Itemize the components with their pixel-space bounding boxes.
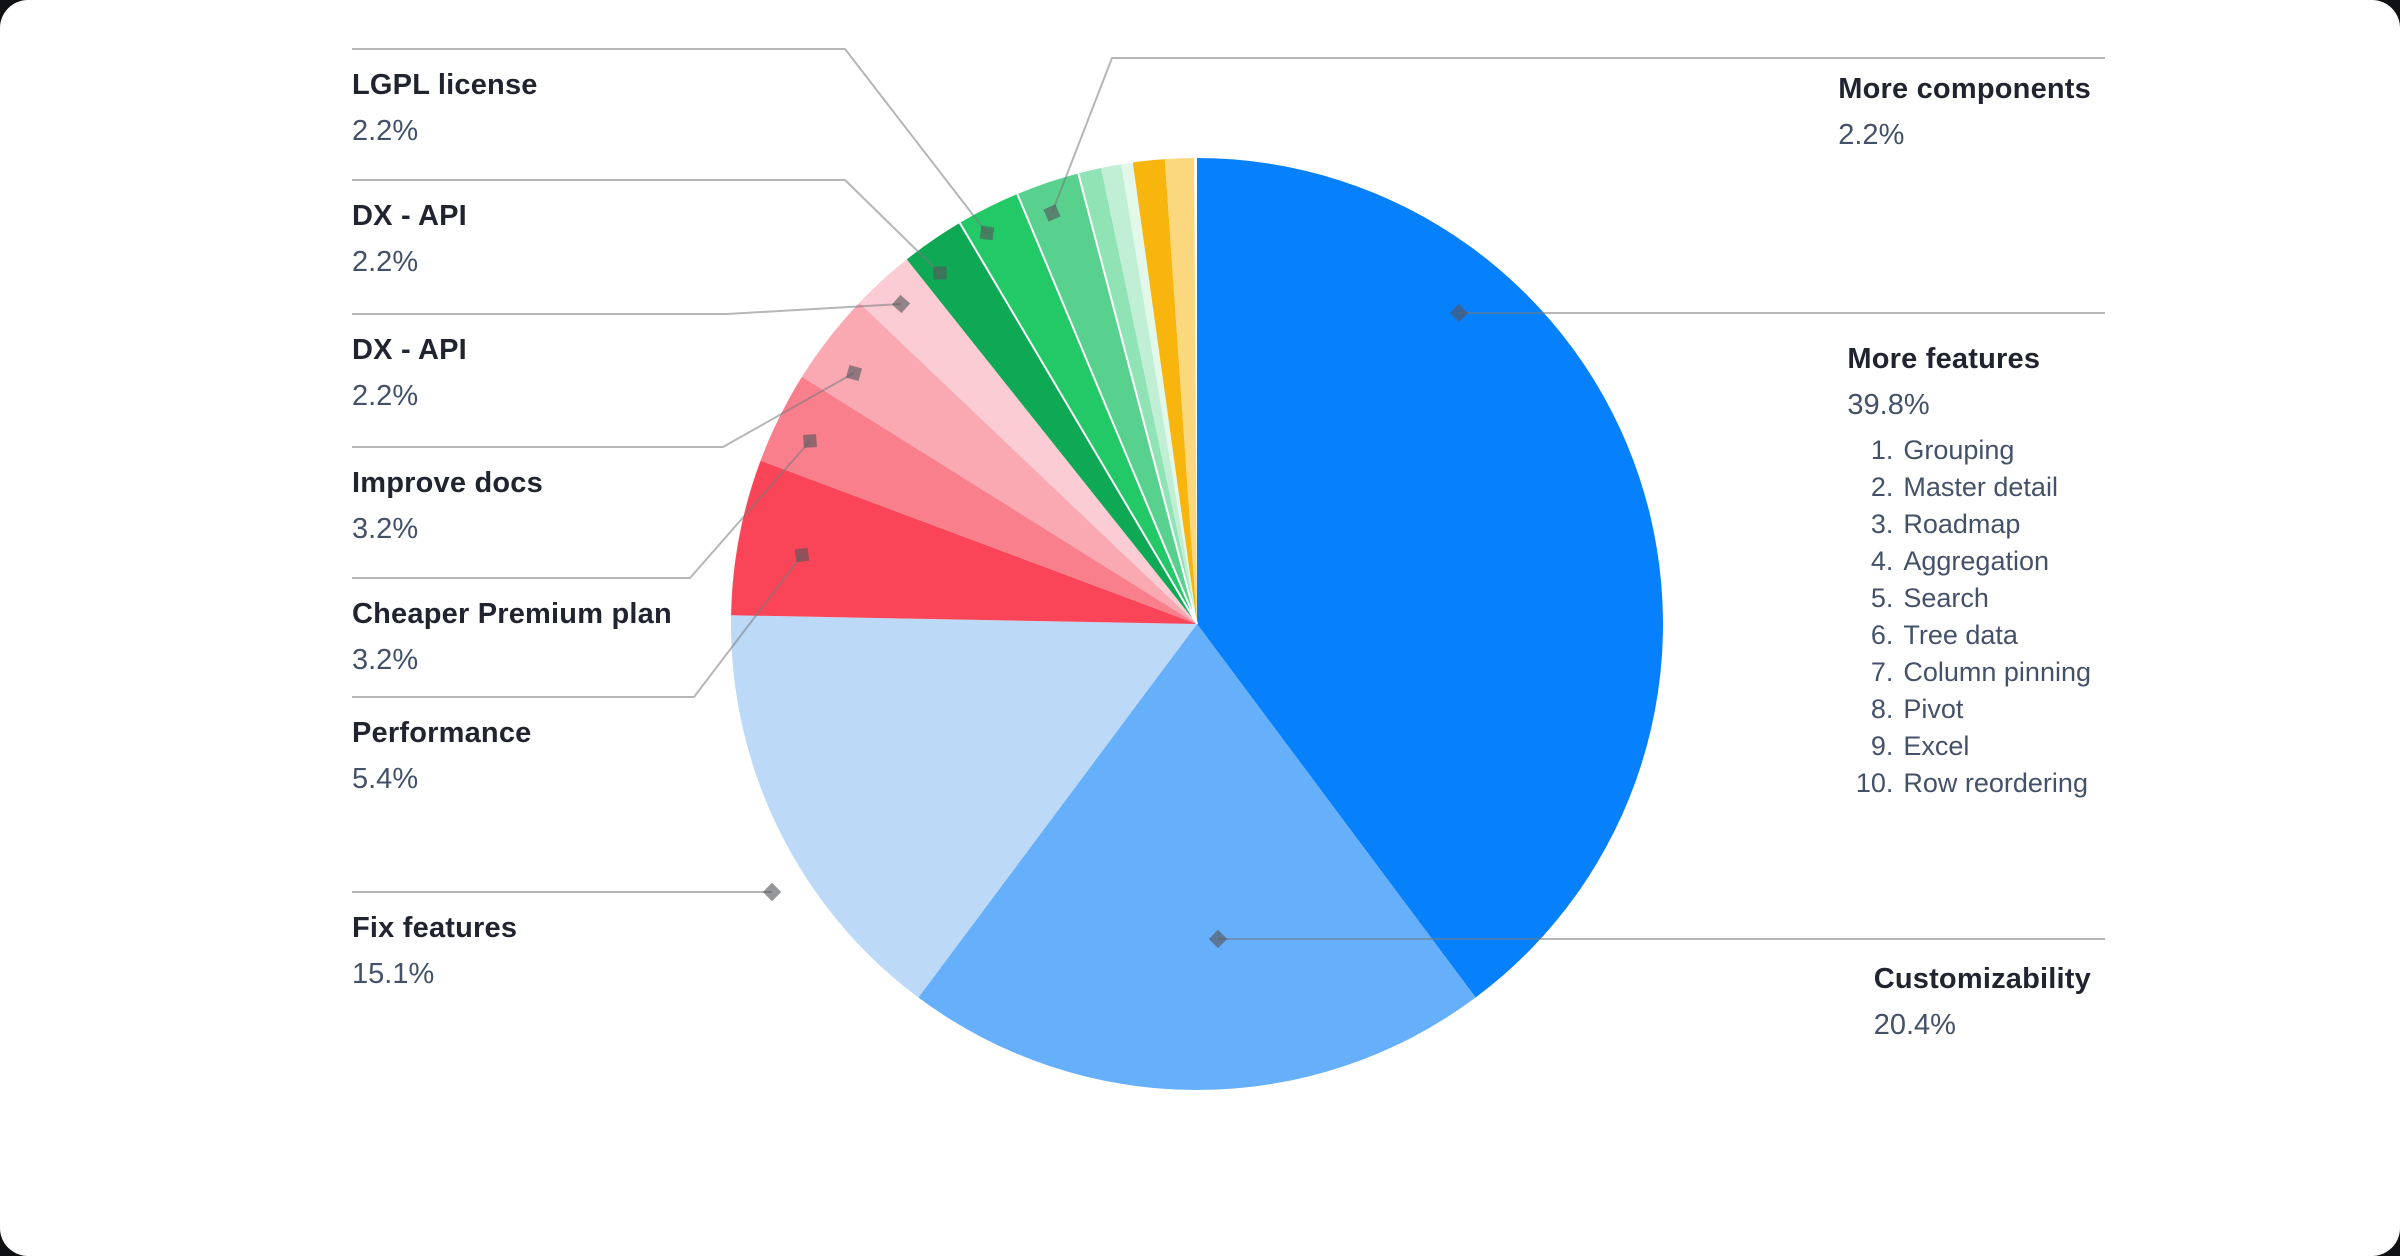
feature-list-label: Search [1903, 583, 1989, 613]
slice-label-more-components-7: More components 2.2% [1838, 72, 2091, 152]
leader-line-dx-api-2 [352, 303, 902, 315]
pie-slice-dx-api-7[interactable] [906, 222, 1197, 624]
pie-slice-unlabeled-13[interactable] [1132, 159, 1197, 625]
feature-list-item: 8. Pivot [1847, 691, 2091, 728]
slice-label-pct: 2.2% [1838, 119, 1905, 151]
pie-slice-more-features-0[interactable] [1197, 158, 1663, 998]
pie-slice-fix-features-2[interactable] [730, 615, 1197, 998]
feature-list-label: Roadmap [1903, 509, 2021, 539]
feature-list-label: Tree data [1903, 620, 2018, 650]
pie-slice-performance-3[interactable] [731, 460, 1197, 624]
slice-label-pct: 15.1% [352, 958, 435, 990]
slice-label-pct: 2.2% [352, 246, 419, 278]
slice-gap-line [958, 222, 1198, 625]
pie-slice-cheaper-premium-plan-4[interactable] [760, 376, 1197, 624]
leader-dot-more-components-7 [1043, 204, 1061, 222]
pie-slice-unlabeled-12[interactable] [1121, 162, 1197, 624]
slice-label-more-features-8: More features 39.8% 1. Grouping 2. Master det… [1847, 342, 2091, 802]
feature-list-item: 4. Aggregation [1847, 543, 2091, 580]
pie-slice-more-components-9[interactable] [1017, 173, 1197, 624]
slice-label-cheaper-premium-plan-4: Cheaper Premium plan 3.2% [352, 597, 672, 677]
leader-line-performance-5 [352, 554, 803, 698]
slice-label-title: Customizability [1873, 963, 2091, 995]
leader-dot-fix-features-6 [762, 882, 782, 902]
leader-line-more-components-7 [1051, 57, 2105, 214]
feature-list-item: 9. Excel [1847, 728, 2091, 765]
slice-label-title: DX - API [352, 334, 467, 366]
feature-list-label: Column pinning [1903, 657, 2091, 687]
feature-list-number: 5. [1870, 583, 1894, 613]
pie-slice-lgpl-license-8[interactable] [959, 194, 1197, 624]
feature-list-number: 6. [1870, 620, 1894, 650]
feature-list-item: 6. Tree data [1847, 617, 2091, 654]
slice-label-title: DX - API [352, 200, 467, 232]
feature-list-item: 1. Grouping [1847, 432, 2091, 469]
slice-label-pct: 2.2% [352, 115, 419, 147]
feature-list-number: 9. [1870, 731, 1894, 761]
feature-list-number: 2. [1870, 472, 1894, 502]
slice-label-title: More features [1847, 343, 2041, 375]
leader-line-cheaper-premium-plan-4 [352, 440, 811, 579]
slice-label-title: Cheaper Premium plan [352, 598, 672, 630]
leader-dot-cheaper-premium-plan-4 [803, 434, 817, 448]
feature-list-item: 10. Row reordering [1847, 765, 2091, 802]
slice-label-lgpl-license-0: LGPL license 2.2% [352, 68, 538, 148]
leader-dot-dx-api-2 [891, 294, 911, 314]
feature-list-label: Aggregation [1903, 546, 2049, 576]
pie-slice-improve-docs-5[interactable] [801, 302, 1197, 624]
slice-label-pct: 3.2% [352, 644, 419, 676]
slice-label-title: More components [1838, 73, 2091, 105]
slice-label-dx-api-1: DX - API 2.2% [352, 199, 467, 279]
more-features-list: 1. Grouping 2. Master detail 3. Roadmap 4. Aggr… [1847, 432, 2091, 802]
leader-line-dx-api-1 [352, 179, 941, 274]
leader-dot-customizability-9 [1208, 929, 1228, 949]
feature-list-number: 3. [1870, 509, 1894, 539]
feature-list-item: 2. Master detail [1847, 469, 2091, 506]
feature-list-label: Pivot [1903, 694, 1964, 724]
feature-list-item: 5. Search [1847, 580, 2091, 617]
leader-dot-more-features-8 [1449, 303, 1469, 323]
feature-list-label: Excel [1903, 731, 1970, 761]
pie-slice-unlabeled-11[interactable] [1101, 164, 1197, 624]
feature-list-label: Grouping [1903, 435, 2015, 465]
feature-list-item: 7. Column pinning [1847, 654, 2091, 691]
slice-gap-line [1077, 173, 1198, 625]
pie-slice-dx-api-6[interactable] [859, 259, 1197, 624]
slice-label-performance-5: Performance 5.4% [352, 716, 532, 796]
slice-label-title: LGPL license [352, 69, 538, 101]
leader-dot-dx-api-1 [933, 266, 947, 280]
pie-slice-customizability-1[interactable] [918, 624, 1476, 1090]
feature-list-number: 10. [1855, 768, 1894, 798]
leader-dot-performance-5 [794, 547, 810, 563]
slice-label-fix-features-6: Fix features 15.1% [352, 911, 517, 991]
feature-list-number: 1. [1870, 435, 1894, 465]
feature-list-label: Row reordering [1903, 768, 2088, 798]
pie-slice-unlabeled-14[interactable] [1164, 158, 1197, 624]
slice-gap-line [1016, 193, 1198, 625]
slice-label-title: Performance [352, 717, 532, 749]
leader-dot-lgpl-license-0 [979, 225, 995, 241]
slice-label-improve-docs-3: Improve docs 3.2% [352, 466, 543, 546]
slice-label-dx-api-2: DX - API 2.2% [352, 333, 467, 413]
feature-list-label: Master detail [1903, 472, 2058, 502]
slice-label-pct: 3.2% [352, 513, 419, 545]
slice-label-pct: 2.2% [352, 380, 419, 412]
leader-line-lgpl-license-0 [352, 48, 988, 234]
slice-label-pct: 5.4% [352, 763, 419, 795]
slice-label-pct: 20.4% [1873, 1009, 1956, 1041]
feature-list-number: 7. [1870, 657, 1894, 687]
slice-label-title: Improve docs [352, 467, 543, 499]
feature-list-number: 4. [1870, 546, 1894, 576]
slice-label-customizability-9: Customizability 20.4% [1874, 962, 2091, 1042]
leader-line-improve-docs-3 [352, 372, 855, 448]
slice-label-pct: 39.8% [1847, 389, 1930, 421]
feature-list-item: 3. Roadmap [1847, 506, 2091, 543]
feature-list-number: 8. [1870, 694, 1894, 724]
leader-dot-improve-docs-3 [845, 364, 863, 382]
slice-label-title: Fix features [352, 912, 518, 944]
